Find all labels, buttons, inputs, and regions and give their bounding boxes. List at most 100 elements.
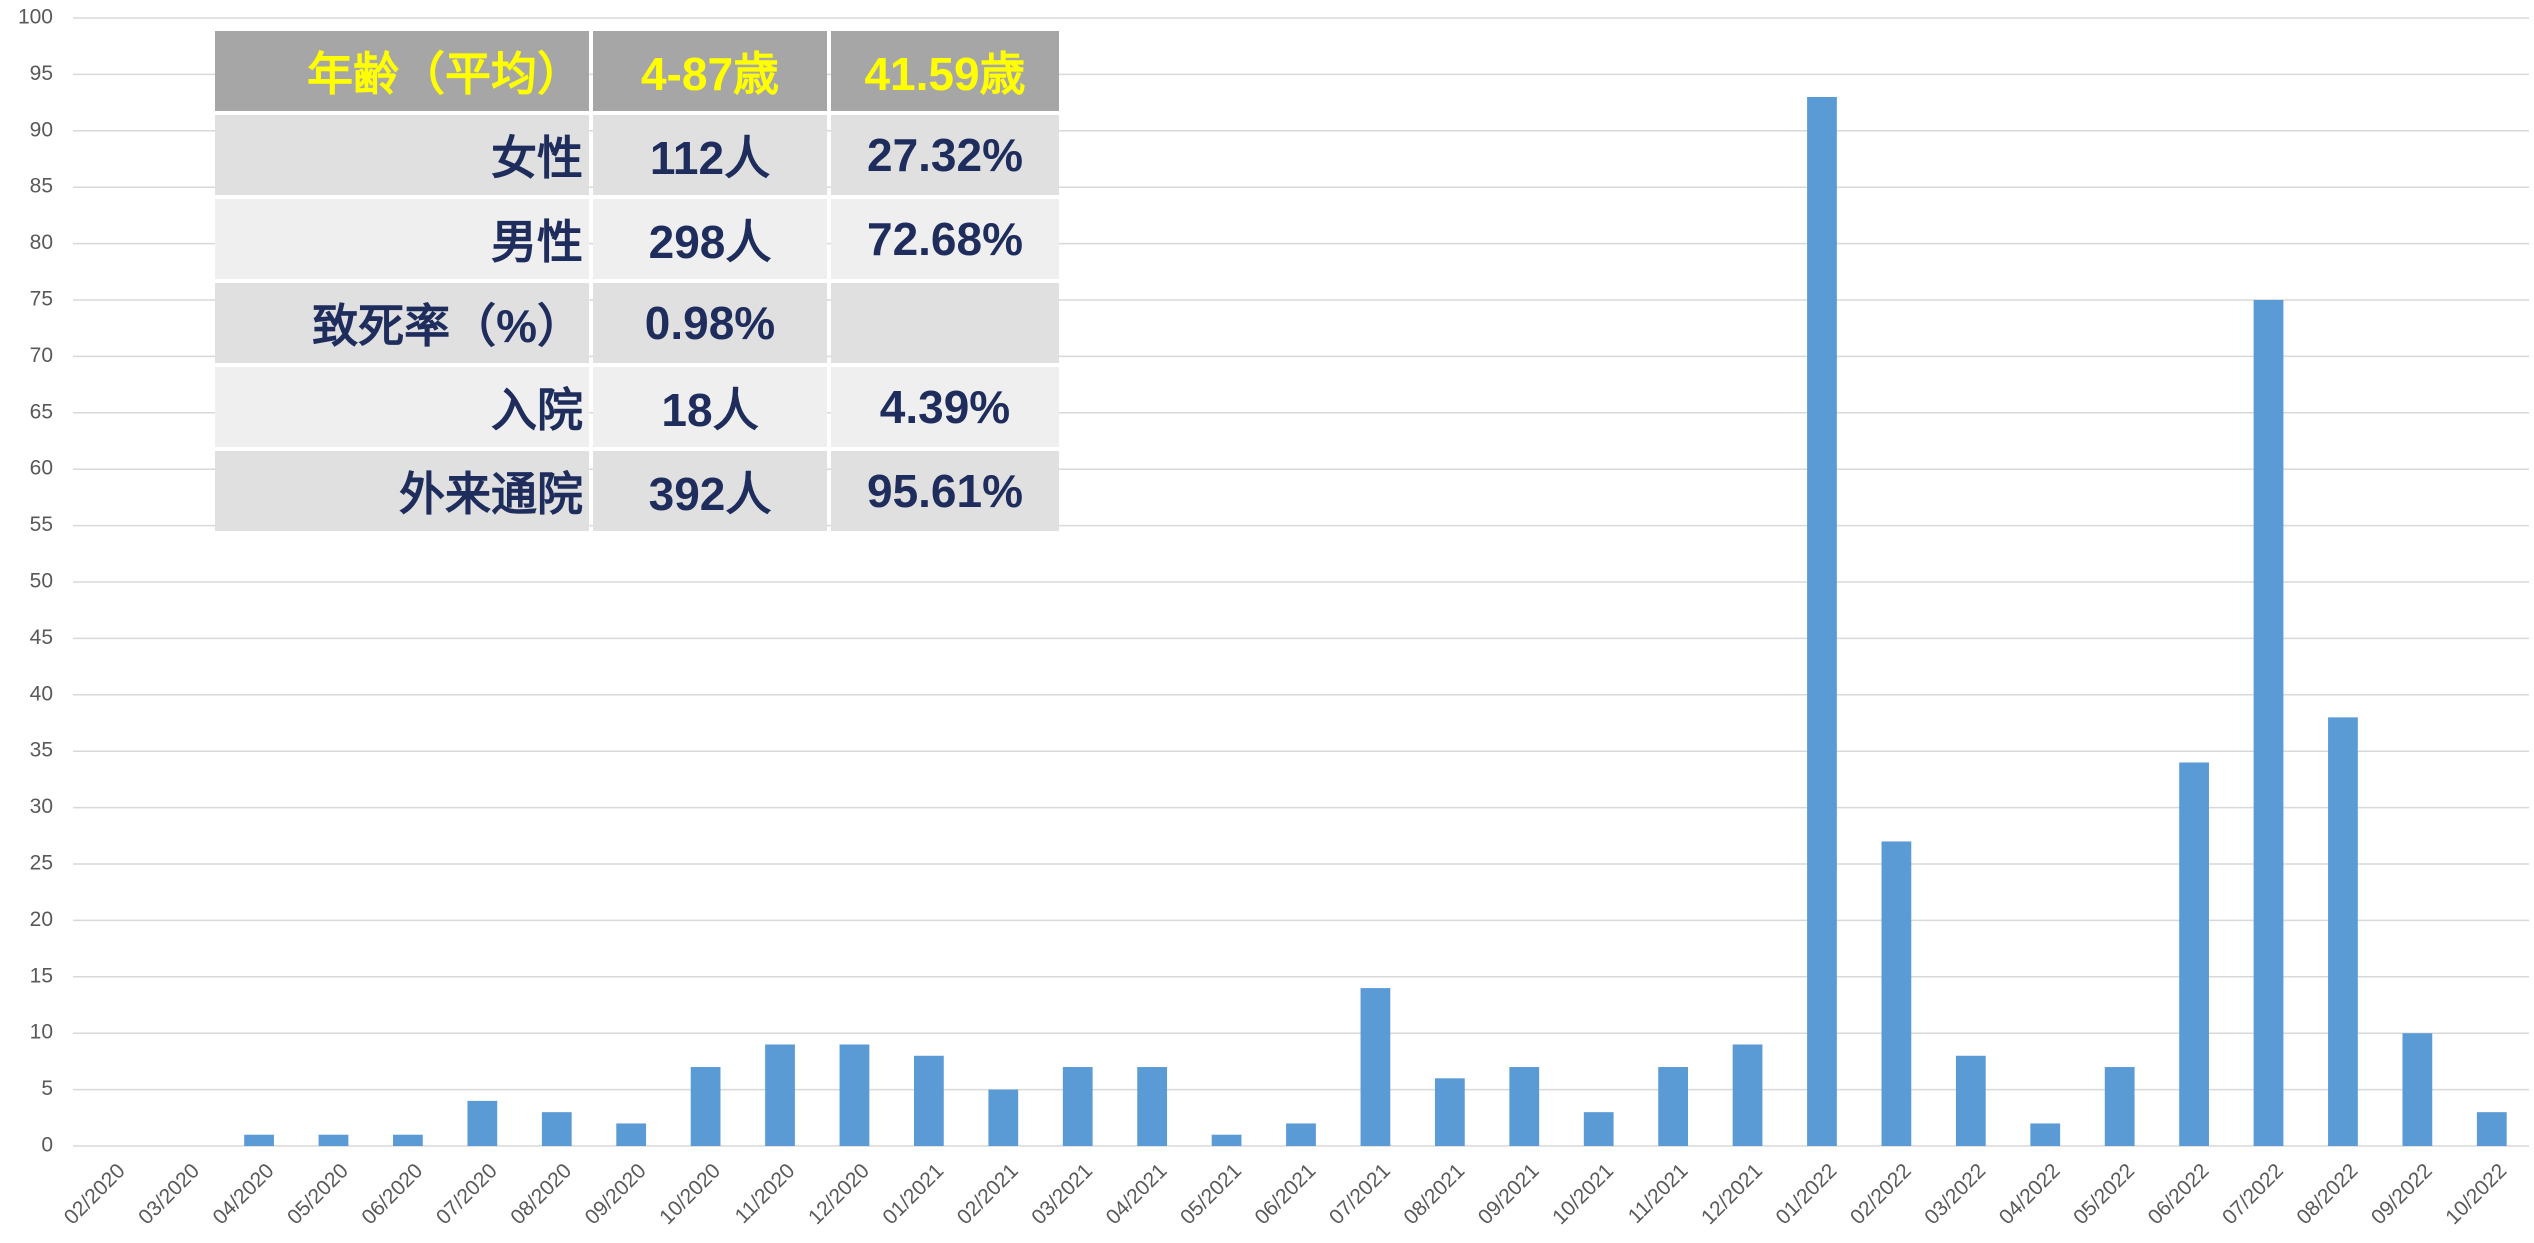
bar [318,1134,349,1146]
bar [1732,1044,1763,1146]
y-tick-label: 30 [30,795,53,818]
y-tick-label: 65 [30,400,53,423]
table-cell: 112人 [593,115,827,195]
x-tick-label: 08/2020 [506,1159,576,1229]
table-cell: 4-87歳 [593,31,827,111]
bar [393,1134,423,1146]
bar [1658,1067,1689,1146]
bar [988,1089,1019,1146]
y-tick-label: 20 [30,908,53,931]
bar [2476,1112,2507,1146]
x-tick-label: 03/2021 [1027,1159,1097,1229]
x-tick-label: 03/2020 [134,1159,204,1229]
table-row: 男性 298人 72.68% [215,199,1059,279]
x-tick-label: 05/2020 [283,1159,353,1229]
bar [2179,762,2209,1146]
table-cell: 4.39% [831,367,1059,447]
bar [541,1112,572,1146]
x-tick-label: 02/2020 [60,1159,130,1229]
table-cell: 外来通院 [215,451,589,531]
x-tick-label: 06/2022 [2144,1159,2214,1229]
table-cell: 入院 [215,367,589,447]
bar [1434,1078,1465,1146]
x-tick-label: 04/2021 [1102,1159,1172,1229]
y-tick-label: 35 [30,739,53,762]
bar [2030,1123,2061,1146]
y-tick-label: 15 [30,964,53,987]
bar [1062,1067,1093,1146]
bar [1360,988,1391,1146]
x-tick-label: 06/2020 [357,1159,427,1229]
bar [1583,1112,1614,1146]
summary-table: 年齢（平均） 4-87歳 41.59歳 女性 112人 27.32% 男性 298人 72.68… [211,27,1063,535]
bar [2328,717,2358,1146]
x-tick-label: 05/2021 [1176,1159,1246,1229]
x-tick-label: 12/2020 [804,1159,874,1229]
x-tick-label: 07/2020 [432,1159,502,1229]
y-tick-label: 45 [30,626,53,649]
y-tick-label: 50 [30,570,53,593]
table-row: 外来通院 392人 95.61% [215,451,1059,531]
x-tick-label: 04/2022 [1995,1159,2065,1229]
y-tick-label: 55 [30,513,53,536]
x-tick-label: 11/2021 [1624,1159,1693,1228]
bar [690,1067,721,1146]
bar [1955,1055,1986,1146]
y-tick-label: 40 [30,682,53,705]
table-cell: 298人 [593,199,827,279]
y-tick-label: 85 [30,175,53,198]
bar [1807,96,1837,1147]
x-tick-label: 05/2022 [2069,1159,2139,1229]
bar [839,1044,870,1146]
table-cell: 95.61% [831,451,1059,531]
table-cell [831,283,1059,363]
table-cell: 41.59歳 [831,31,1059,111]
bar [2402,1033,2433,1146]
table-cell: 72.68% [831,199,1059,279]
bar [467,1100,498,1146]
table-cell: 致死率（%） [215,283,589,363]
bar [2253,300,2284,1146]
bar [2104,1067,2135,1146]
x-tick-label: 09/2021 [1474,1159,1544,1229]
table-cell: 年齢（平均） [215,31,589,111]
x-tick-label: 04/2020 [209,1159,279,1229]
y-tick-label: 0 [41,1134,53,1157]
x-tick-label: 07/2021 [1325,1159,1395,1229]
bar [1509,1067,1540,1146]
y-tick-label: 100 [18,6,53,29]
y-tick-label: 25 [30,852,53,875]
table-cell: 男性 [215,199,589,279]
x-tick-label: 08/2022 [2292,1159,2362,1229]
table-cell: 0.98% [593,283,827,363]
x-tick-label: 10/2021 [1548,1159,1618,1229]
x-tick-label: 10/2022 [2441,1159,2511,1229]
x-tick-label: 08/2021 [1399,1159,1469,1229]
x-tick-label: 09/2020 [581,1159,651,1229]
x-tick-label: 02/2021 [953,1159,1023,1229]
bar [1286,1123,1316,1146]
x-tick-label: 01/2021 [878,1159,948,1229]
bar [244,1134,274,1146]
y-tick-label: 60 [30,457,53,480]
table-cell: 女性 [215,115,589,195]
table-cell: 18人 [593,367,827,447]
bar [913,1055,944,1146]
table-cell: 392人 [593,451,827,531]
x-tick-label: 10/2020 [655,1159,725,1229]
x-tick-label: 09/2022 [2367,1159,2437,1229]
x-tick-label: 12/2021 [1697,1159,1767,1229]
table-row: 入院 18人 4.39% [215,367,1059,447]
y-tick-label: 90 [30,118,53,141]
bar [616,1123,647,1146]
x-tick-label: 06/2021 [1251,1159,1321,1229]
x-tick-label: 01/2022 [1771,1159,1841,1229]
x-tick-label: 11/2020 [731,1159,800,1228]
table-row: 年齢（平均） 4-87歳 41.59歳 [215,31,1059,111]
bar [1211,1134,1242,1146]
y-tick-label: 70 [30,344,53,367]
bar [1881,841,1912,1146]
y-tick-label: 75 [30,288,53,311]
